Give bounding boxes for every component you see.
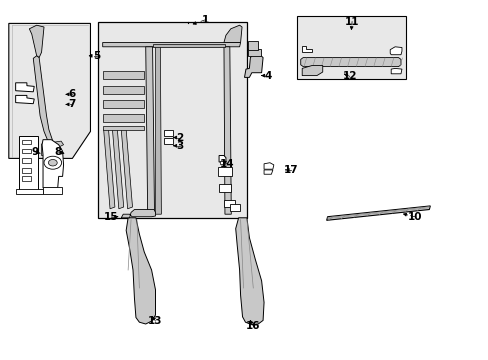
Text: 5: 5 (93, 51, 100, 61)
Polygon shape (300, 58, 400, 67)
Polygon shape (219, 156, 225, 162)
Polygon shape (152, 44, 224, 47)
Polygon shape (145, 47, 154, 214)
Polygon shape (224, 25, 242, 42)
Polygon shape (390, 68, 401, 74)
Bar (220, 161, 224, 164)
Polygon shape (326, 206, 429, 220)
Text: 2: 2 (176, 132, 183, 143)
Polygon shape (121, 130, 132, 209)
Polygon shape (33, 56, 56, 153)
Polygon shape (16, 95, 34, 104)
Polygon shape (224, 47, 231, 214)
Text: 10: 10 (407, 212, 421, 222)
Bar (16, 189, 42, 194)
Bar (22, 149, 31, 153)
Polygon shape (9, 23, 90, 158)
Text: 14: 14 (220, 159, 234, 169)
Polygon shape (112, 130, 123, 209)
Text: 3: 3 (176, 141, 183, 151)
Polygon shape (42, 140, 63, 188)
Polygon shape (264, 163, 273, 169)
Bar (297, 16, 405, 79)
Polygon shape (302, 66, 322, 76)
Polygon shape (102, 100, 144, 108)
Bar (22, 168, 31, 173)
Bar (248, 41, 258, 50)
Text: 15: 15 (104, 212, 119, 222)
Bar (229, 204, 239, 211)
Text: 4: 4 (264, 71, 271, 81)
Bar (217, 167, 232, 176)
Bar (224, 200, 234, 207)
Bar (22, 158, 31, 163)
Text: 11: 11 (344, 17, 359, 27)
Polygon shape (121, 210, 155, 218)
Polygon shape (102, 126, 144, 130)
Bar (98, 22, 246, 218)
Polygon shape (244, 54, 263, 77)
Bar (248, 49, 260, 56)
Polygon shape (264, 170, 272, 174)
Text: 16: 16 (245, 321, 260, 331)
Bar (43, 187, 61, 194)
Polygon shape (389, 47, 401, 55)
Polygon shape (29, 25, 44, 58)
Polygon shape (155, 47, 161, 214)
Text: 12: 12 (342, 71, 356, 81)
Text: 7: 7 (68, 99, 76, 109)
Text: 1: 1 (202, 15, 208, 25)
Bar (163, 130, 172, 136)
Polygon shape (302, 46, 311, 52)
Polygon shape (41, 141, 63, 156)
Text: 13: 13 (148, 316, 163, 326)
Text: 17: 17 (283, 165, 298, 175)
Polygon shape (126, 218, 155, 324)
Polygon shape (102, 86, 144, 94)
Bar (22, 176, 31, 181)
Text: 6: 6 (69, 89, 76, 99)
Circle shape (44, 156, 61, 169)
Polygon shape (16, 83, 34, 92)
Polygon shape (103, 130, 115, 209)
Bar (19, 136, 38, 192)
Circle shape (48, 159, 57, 166)
Polygon shape (235, 218, 264, 325)
Bar (163, 138, 172, 144)
Polygon shape (102, 71, 144, 79)
Text: 9: 9 (32, 147, 39, 157)
Bar (22, 140, 31, 144)
Text: 8: 8 (54, 147, 61, 157)
Polygon shape (102, 114, 144, 122)
Polygon shape (102, 42, 240, 47)
Bar (219, 184, 231, 192)
